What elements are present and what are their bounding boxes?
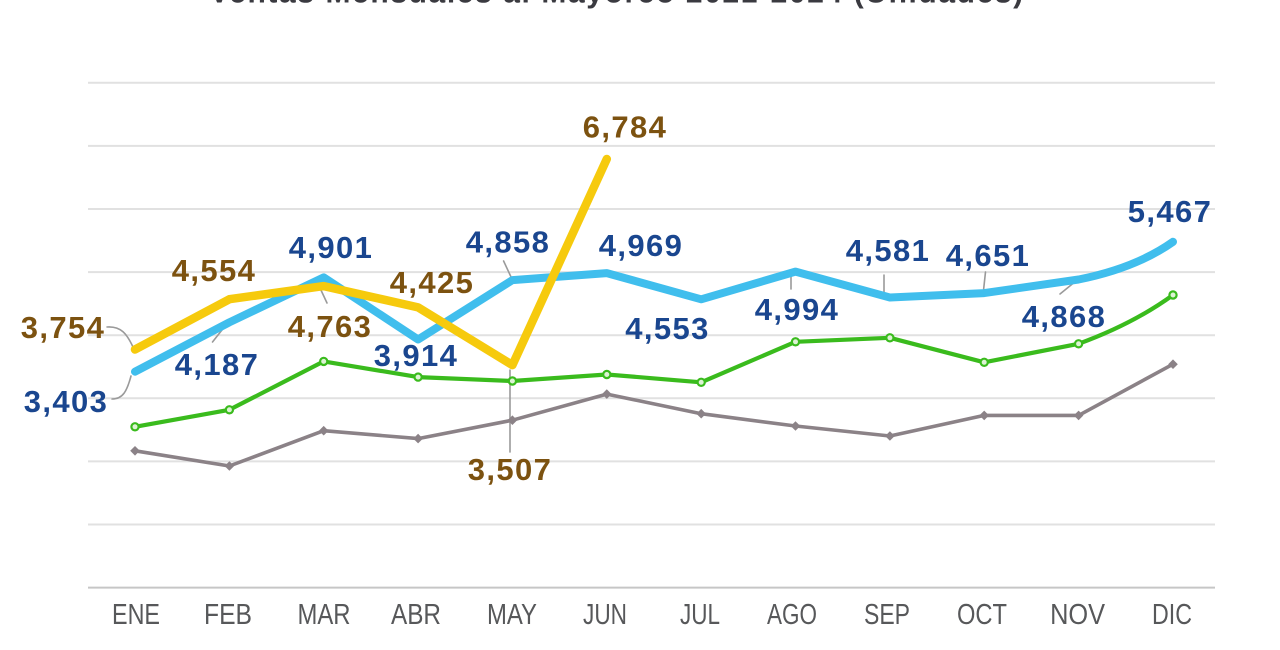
svg-text:JUN: JUN — [583, 599, 627, 631]
svg-text:ENE: ENE — [112, 599, 160, 631]
svg-text:JUL: JUL — [680, 599, 720, 631]
svg-text:SEP: SEP — [864, 599, 910, 631]
svg-text:ABR: ABR — [391, 599, 441, 631]
svg-text:3,914: 3,914 — [374, 338, 459, 373]
svg-text:4,553: 4,553 — [625, 311, 710, 346]
svg-text:4,425: 4,425 — [390, 265, 475, 300]
svg-text:4,763: 4,763 — [288, 309, 373, 344]
svg-text:4,868: 4,868 — [1022, 299, 1107, 334]
svg-text:OCT: OCT — [957, 599, 1007, 631]
svg-text:4,858: 4,858 — [466, 225, 551, 260]
svg-text:DIC: DIC — [1152, 599, 1192, 631]
svg-text:4,994: 4,994 — [755, 292, 840, 327]
svg-text:MAY: MAY — [487, 599, 537, 631]
svg-text:4,651: 4,651 — [946, 238, 1031, 273]
svg-text:FEB: FEB — [204, 599, 252, 631]
svg-text:4,187: 4,187 — [175, 347, 260, 382]
svg-text:AGO: AGO — [767, 599, 817, 631]
svg-text:4,901: 4,901 — [289, 230, 374, 265]
svg-text:3,403: 3,403 — [24, 384, 109, 419]
svg-text:6,784: 6,784 — [583, 110, 668, 145]
svg-text:NOV: NOV — [1050, 599, 1106, 631]
svg-text:3,754: 3,754 — [21, 310, 106, 345]
svg-text:MAR: MAR — [298, 599, 351, 631]
svg-text:5,467: 5,467 — [1128, 194, 1213, 229]
svg-text:3,507: 3,507 — [468, 452, 553, 487]
svg-text:4,554: 4,554 — [172, 253, 257, 288]
svg-text:4,969: 4,969 — [599, 228, 684, 263]
svg-text:4,581: 4,581 — [846, 233, 931, 268]
svg-text:Ventas Mensuales al Mayoreo 20: Ventas Mensuales al Mayoreo 2021-2024 (U… — [209, 0, 1024, 10]
